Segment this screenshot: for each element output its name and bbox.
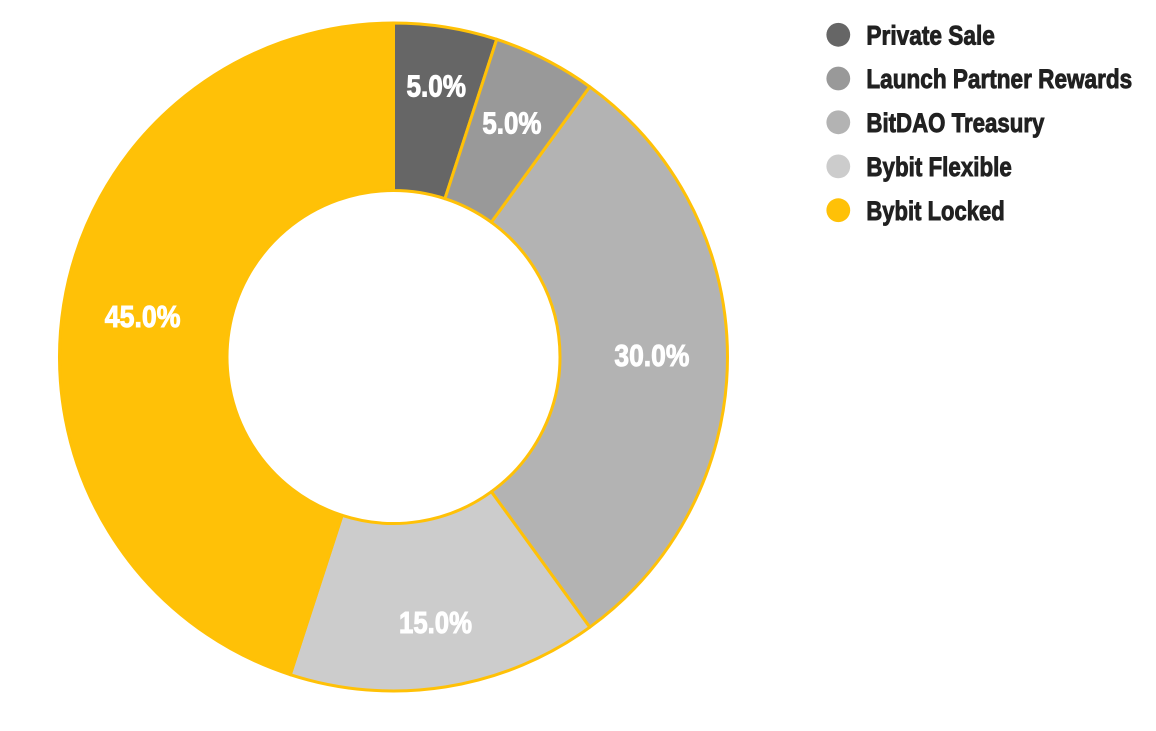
svg-text:45.0%: 45.0% [105,299,181,334]
svg-text:5.0%: 5.0% [482,106,541,141]
svg-text:5.0%: 5.0% [406,69,466,104]
svg-text:Private Sale: Private Sale [866,21,995,51]
svg-text:30.0%: 30.0% [614,338,689,373]
svg-text:15.0%: 15.0% [399,605,472,640]
svg-text:Bybit Locked: Bybit Locked [866,196,1004,226]
svg-text:Launch Partner Rewards: Launch Partner Rewards [866,64,1132,94]
svg-text:Bybit Flexible: Bybit Flexible [866,152,1011,182]
svg-text:BitDAO Treasury: BitDAO Treasury [866,108,1044,138]
